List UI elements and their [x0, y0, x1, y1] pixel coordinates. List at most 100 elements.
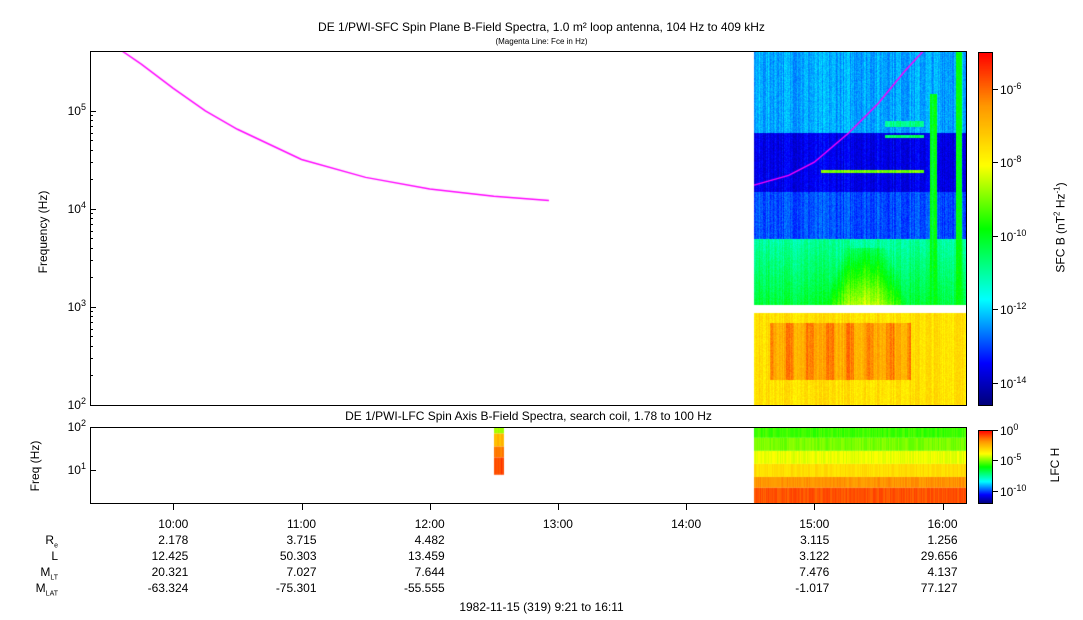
x-tick	[686, 504, 688, 510]
sfc-y-minor-tick	[90, 162, 93, 164]
lfc-colorbar-frame	[978, 430, 993, 504]
ephemeris-value: 3.122	[799, 549, 830, 563]
sfc-subtitle: (Magenta Line: Fce in Hz)	[495, 37, 588, 46]
x-tick	[557, 504, 559, 510]
sfc-colorbar-tick-label: 10-6	[1000, 80, 1022, 97]
ephemeris-value: 3.715	[286, 533, 317, 547]
lfc-title: DE 1/PWI-LFC Spin Axis B-Field Spectra, …	[345, 409, 712, 423]
sfc-colorbar-tick	[993, 382, 998, 384]
sfc-y-minor-tick	[90, 336, 93, 338]
sfc-colorbar-tick-label: 10-14	[1000, 374, 1027, 391]
lfc-colorbar-label: LFC H	[1048, 447, 1062, 483]
lfc-y-tick-label: 101	[67, 461, 86, 478]
ephemeris-value: 50.303	[279, 549, 317, 563]
x-tick	[173, 504, 175, 510]
ephemeris-row-label: L	[51, 549, 58, 563]
sfc-colorbar-tick	[993, 309, 998, 311]
x-tick-label: 12:00	[414, 517, 445, 531]
ephemeris-value: -1.017	[795, 581, 830, 595]
sfc-y-tick	[90, 110, 96, 112]
sfc-colorbar	[978, 52, 992, 405]
lfc-spectrogram	[90, 427, 966, 503]
lfc-colorbar-tick-label: 10-5	[1000, 452, 1022, 469]
ephemeris-value: 4.482	[414, 533, 445, 547]
ephemeris-value: -63.324	[147, 581, 189, 595]
sfc-y-minor-tick	[90, 260, 93, 262]
x-tick-label: 14:00	[671, 517, 702, 531]
sfc-y-minor-tick	[90, 213, 93, 215]
sfc-y-minor-tick	[90, 322, 93, 324]
sfc-y-minor-tick	[90, 140, 93, 142]
sfc-colorbar-frame	[978, 52, 993, 406]
sfc-y-tick	[90, 306, 96, 308]
x-tick	[301, 504, 303, 510]
lfc-colorbar-tick	[993, 460, 998, 462]
sfc-y-minor-tick	[90, 218, 93, 220]
sfc-y-tick-label: 104	[67, 199, 86, 216]
sfc-y-minor-tick	[90, 149, 93, 151]
x-tick-label: 11:00	[286, 517, 317, 531]
sfc-y-minor-tick	[90, 375, 93, 377]
sfc-colorbar-tick	[993, 162, 998, 164]
sfc-colorbar-tick-label: 10-10	[1000, 227, 1027, 244]
ephemeris-row-label: Re	[45, 533, 58, 550]
sfc-colorbar-label: SFC B (nT2 Hz-1)	[1052, 182, 1068, 273]
sfc-y-minor-tick	[90, 224, 93, 226]
sfc-y-minor-tick	[90, 345, 93, 347]
sfc-y-minor-tick	[90, 358, 93, 360]
sfc-y-minor-tick	[90, 230, 93, 232]
sfc-y-minor-tick	[90, 328, 93, 330]
sfc-colorbar-tick	[993, 235, 998, 237]
lfc-plot-frame	[90, 427, 967, 504]
ephemeris-value: 7.644	[414, 565, 445, 579]
sfc-y-axis-label: Frequency (Hz)	[36, 190, 50, 274]
lfc-colorbar-tick	[993, 430, 998, 431]
ephemeris-value: 1.256	[927, 533, 958, 547]
lfc-colorbar-tick	[993, 490, 998, 492]
ephemeris-value: 13.459	[408, 549, 445, 563]
sfc-y-minor-tick	[90, 277, 93, 279]
ephemeris-row-label: MLT	[40, 565, 58, 582]
time-range-footer: 1982-11-15 (319) 9:21 to 16:11	[459, 600, 624, 614]
lfc-colorbar-tick-label: 100	[1000, 422, 1019, 438]
x-tick-label: 15:00	[799, 517, 830, 531]
ephemeris-value: 7.476	[799, 565, 830, 579]
sfc-colorbar-tick	[993, 88, 998, 90]
ephemeris-value: 12.425	[151, 549, 189, 563]
ephemeris-value: 77.127	[920, 581, 958, 595]
x-tick-label: 16:00	[927, 517, 958, 531]
sfc-y-tick-label: 103	[67, 297, 86, 314]
ephemeris-value: 7.027	[286, 565, 317, 579]
sfc-y-minor-tick	[90, 126, 93, 128]
sfc-plot-frame	[90, 51, 967, 406]
sfc-y-tick-label: 105	[67, 101, 86, 118]
sfc-y-tick-label: 102	[67, 396, 86, 412]
sfc-y-minor-tick	[90, 132, 93, 134]
sfc-y-tick	[90, 208, 96, 210]
sfc-colorbar-tick-label: 10-12	[1000, 301, 1027, 318]
sfc-y-minor-tick	[90, 120, 93, 122]
x-tick	[942, 504, 944, 510]
lfc-y-tick	[90, 470, 96, 472]
ephemeris-value: 2.178	[158, 533, 189, 547]
ephemeris-value: 29.656	[920, 549, 958, 563]
sfc-y-minor-tick	[90, 311, 93, 313]
x-tick	[429, 504, 431, 510]
lfc-colorbar-tick-label: 10-10	[1000, 482, 1027, 499]
sfc-y-minor-tick	[90, 238, 93, 240]
lfc-y-tick	[90, 427, 96, 428]
x-tick	[814, 504, 816, 510]
x-tick-label: 13:00	[542, 517, 573, 531]
sfc-y-minor-tick	[90, 316, 93, 318]
ephemeris-value: -75.301	[275, 581, 317, 595]
sfc-y-minor-tick	[90, 179, 93, 181]
ephemeris-value: 4.137	[927, 565, 958, 579]
sfc-spectrogram	[90, 51, 966, 405]
lfc-y-tick-label: 102	[67, 418, 86, 434]
ephemeris-value: 20.321	[151, 565, 189, 579]
sfc-y-minor-tick	[90, 115, 93, 117]
ephemeris-value: -55.555	[404, 581, 445, 595]
lfc-colorbar	[978, 430, 992, 503]
ephemeris-row-label: MLAT	[35, 581, 58, 598]
